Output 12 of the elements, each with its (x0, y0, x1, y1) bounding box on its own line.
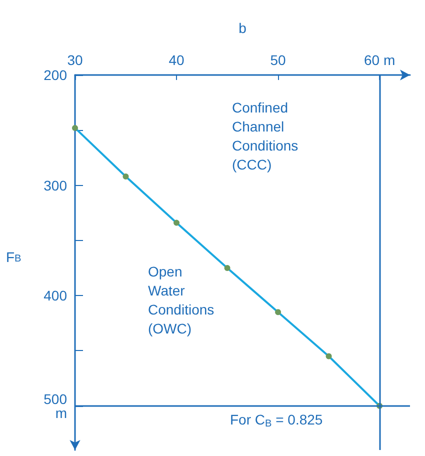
annotation: Open Water Conditions (OWC) (148, 264, 214, 336)
x-tick-label: 50 (270, 52, 286, 68)
y-tick-label: 200 (44, 67, 68, 83)
y-axis-title: FB (6, 249, 22, 265)
x-axis-title: b (238, 20, 247, 36)
annotation: Confined Channel Conditions (CCC) (232, 100, 298, 172)
x-tick-label: 30 (67, 52, 83, 68)
y-tick-label: 500 m (44, 390, 68, 421)
y-tick-label: 300 (44, 177, 68, 194)
x-tick-label: 40 (168, 52, 185, 68)
y-tick-label: 400 (44, 288, 68, 304)
x-tick-label: 60 m (364, 52, 396, 68)
